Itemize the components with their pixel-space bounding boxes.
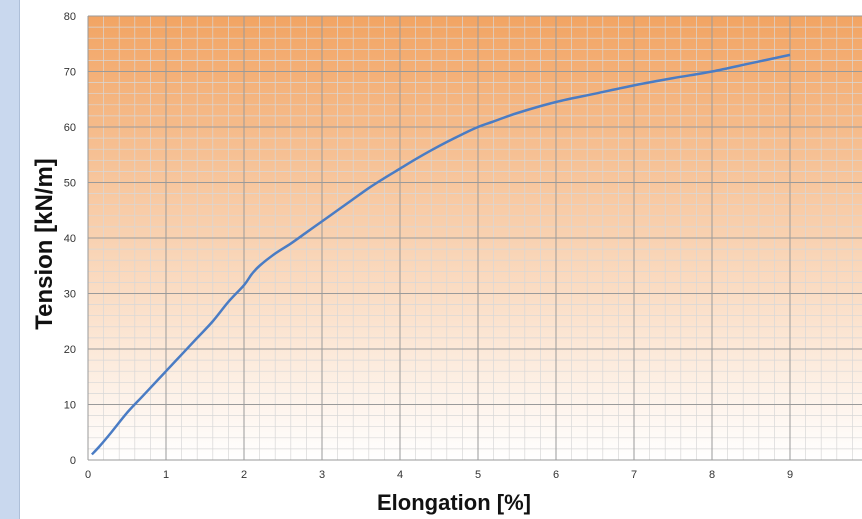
x-tick-label: 5 xyxy=(475,469,481,481)
y-tick-label: 50 xyxy=(64,178,76,190)
x-tick-label: 9 xyxy=(787,469,793,481)
series-layer xyxy=(90,53,791,456)
y-tick-label: 0 xyxy=(70,455,76,467)
y-tick-label: 20 xyxy=(64,344,76,356)
x-axis-title: Elongation [%] xyxy=(377,490,531,515)
x-tick-label: 2 xyxy=(241,469,247,481)
y-axis-title: Tension [kN/m] xyxy=(31,158,58,330)
y-tick-label: 40 xyxy=(64,233,76,245)
y-tick-label: 60 xyxy=(64,122,76,134)
y-tick-label: 10 xyxy=(64,400,76,412)
y-tick-label: 80 xyxy=(64,11,76,23)
y-axis-ticks: 0 10 20 30 40 50 60 70 80 xyxy=(64,11,76,467)
y-tick-label: 70 xyxy=(64,67,76,79)
window-side-strip xyxy=(0,0,20,519)
x-tick-label: 4 xyxy=(397,469,403,481)
x-axis-ticks: 0 1 2 3 4 5 6 7 8 9 xyxy=(85,469,793,481)
y-tick-label: 30 xyxy=(64,289,76,301)
x-tick-label: 1 xyxy=(163,469,169,481)
series-line xyxy=(90,53,791,456)
x-tick-label: 7 xyxy=(631,469,637,481)
x-tick-label: 8 xyxy=(709,469,715,481)
x-tick-label: 3 xyxy=(319,469,325,481)
x-tick-label: 6 xyxy=(553,469,559,481)
x-tick-label: 0 xyxy=(85,469,91,481)
